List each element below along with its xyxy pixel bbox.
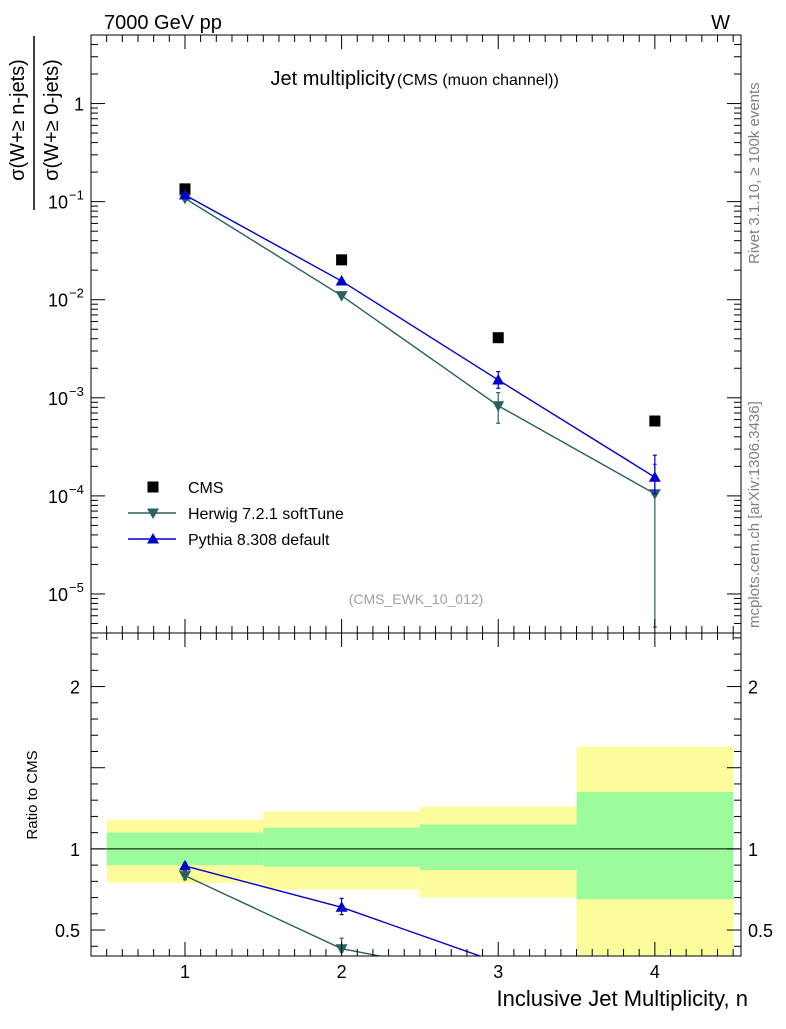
y-tick-label: 10 [48, 291, 68, 311]
legend: CMS Herwig 7.2.1 softTune Pythia 8.308 def… [128, 480, 344, 549]
herwig-line [184, 197, 656, 495]
ratio-y-axis-label: Ratio to CMS [24, 750, 41, 839]
cms-point [179, 183, 191, 195]
energy-label: 7000 GeV pp [104, 12, 222, 34]
y-tick-label: 10 [48, 389, 68, 409]
pythia-point [648, 471, 661, 482]
herwig-legend-marker [147, 508, 159, 519]
pythia-line [184, 194, 656, 478]
y-tick-exponent: −4 [69, 482, 84, 497]
y-tick-exponent: −3 [69, 384, 84, 399]
analysis-watermark: (CMS_EWK_10_012) [349, 591, 484, 607]
cms-point [492, 332, 504, 344]
x-tick-label: 3 [493, 962, 503, 982]
y-axis-label-denominator: σ(W+≥ 0-jets) [41, 59, 63, 181]
process-label: W [711, 12, 730, 34]
x-tick-label: 4 [650, 962, 660, 982]
pythia-ratio-point [178, 859, 191, 871]
cms-point [336, 254, 348, 266]
x-tick-label: 2 [337, 962, 347, 982]
x-tick-label: 1 [180, 962, 190, 982]
ratio-plot-frame [90, 632, 742, 957]
ratio-y-tick-label: 2 [70, 678, 80, 698]
ratio-band-inner [576, 792, 734, 900]
ratio-y-tick-label: 1 [70, 840, 80, 860]
mcplots-label: mcplots.cern.ch [arXiv:1306.3436] [746, 401, 763, 628]
pythia-point [178, 188, 191, 200]
y-tick-label: 10 [48, 487, 68, 507]
ratio-y-tick-label-right: 2 [748, 678, 758, 698]
pythia-point [335, 275, 348, 286]
chart-subtitle: (CMS (muon channel)) [397, 72, 559, 89]
pythia-point [492, 373, 505, 385]
y-axis-label-numerator: σ(W+≥ n-jets) [7, 59, 29, 181]
y-tick-label: 10 [48, 193, 68, 213]
y-tick-exponent: −2 [69, 286, 84, 301]
cms-legend-marker [147, 481, 159, 493]
cms-point [649, 415, 661, 427]
ratio-y-tick-label-right: 1 [748, 840, 758, 860]
herwig-ratio-point [178, 871, 191, 882]
y-tick-exponent: −1 [69, 188, 84, 203]
pythia-ratio-point [335, 901, 348, 912]
ratio-band-inner [419, 824, 577, 870]
rivet-label: Rivet 3.1.10, ≥ 100k events [746, 82, 763, 264]
herwig-legend-label: Herwig 7.2.1 softTune [188, 506, 344, 523]
axis-ticks: 1 2 3 410−510−410−310−210 −110.5 0.51 12 2 [48, 34, 773, 982]
y-tick-exponent: −5 [69, 580, 84, 595]
x-axis-label: Inclusive Jet Multiplicity, n [497, 986, 748, 1011]
herwig-point [492, 401, 505, 412]
ratio-y-tick-label: 0.5 [55, 921, 80, 941]
chart-title: Jet multiplicity [271, 68, 395, 90]
ratio-bands [106, 746, 734, 956]
herwig-point [648, 489, 661, 500]
y-tick-label: 10 [48, 585, 68, 605]
y-tick-label: 1 [74, 95, 84, 115]
herwig-point [335, 291, 348, 302]
pythia-legend-marker [147, 533, 159, 544]
pythia-legend-label: Pythia 8.308 default [188, 532, 330, 549]
main-series-layer [178, 183, 661, 628]
ratio-band-inner [263, 827, 420, 867]
cms-legend-label: CMS [188, 480, 224, 497]
ratio-y-tick-label-right: 0.5 [748, 921, 773, 941]
